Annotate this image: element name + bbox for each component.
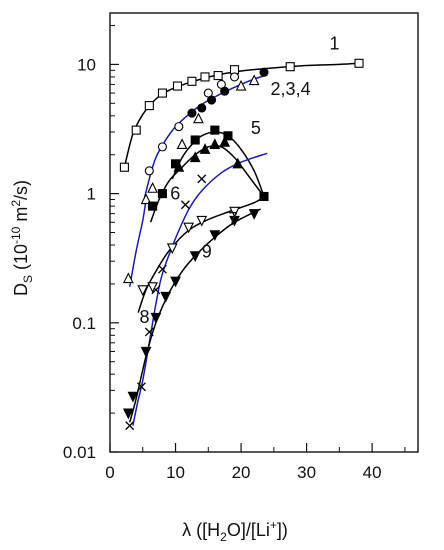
point-triangle-open bbox=[122, 272, 134, 284]
point-square-open bbox=[172, 81, 183, 91]
point-square-open bbox=[119, 162, 129, 172]
curve-label: 8 bbox=[139, 307, 149, 327]
point-triangle-open bbox=[147, 182, 158, 193]
curves-layer bbox=[123, 62, 360, 426]
curve-label: 7 bbox=[228, 209, 238, 229]
y-tick-label: 0.1 bbox=[72, 314, 96, 333]
point-circle-filled bbox=[187, 108, 197, 118]
point-triangle-down-filled bbox=[189, 251, 201, 263]
point-triangle-down-open bbox=[147, 282, 158, 294]
curve-label: 6 bbox=[170, 184, 180, 204]
point-circle-filled bbox=[259, 67, 269, 77]
point-square-filled bbox=[259, 191, 269, 202]
point-square-filled bbox=[157, 189, 167, 199]
y-tick-labels: 0.01 0.1 1 10 bbox=[63, 55, 96, 462]
axis-ticks bbox=[109, 25, 406, 453]
point-triangle-down-filled bbox=[209, 230, 221, 242]
x-axis-title: λ ([H2O]/[Li+]) bbox=[182, 518, 288, 544]
point-triangle-down-open bbox=[229, 206, 240, 218]
point-square-filled bbox=[190, 135, 200, 145]
y-tick-label: 10 bbox=[77, 55, 96, 74]
point-square-filled bbox=[223, 131, 233, 141]
point-triangle-down-filled bbox=[127, 391, 139, 403]
curve-label: 9 bbox=[202, 242, 212, 262]
point-circle-filled bbox=[197, 103, 207, 113]
point-triangle-open bbox=[193, 112, 204, 124]
y-tick-label: 1 bbox=[87, 185, 96, 204]
point-square-filled bbox=[148, 201, 158, 211]
point-triangle-filled bbox=[232, 157, 244, 169]
curve-labels: 1 2,3,4 5 6 79 8 bbox=[139, 34, 339, 327]
point-circle-open bbox=[174, 122, 184, 132]
point-triangle-filled bbox=[209, 138, 221, 150]
x-tick-label: 10 bbox=[166, 463, 185, 482]
point-cross bbox=[136, 382, 146, 392]
x-tick-label: 20 bbox=[232, 463, 251, 482]
point-cross bbox=[125, 421, 135, 431]
point-triangle-open bbox=[176, 138, 188, 150]
point-circle-open bbox=[229, 72, 240, 82]
point-triangle-down-open bbox=[183, 222, 195, 234]
plot-frame bbox=[109, 12, 419, 453]
point-triangle-filled bbox=[219, 135, 231, 147]
curve-label: 1 bbox=[330, 34, 340, 54]
point-square-open bbox=[131, 125, 141, 135]
point-cross bbox=[197, 174, 207, 184]
point-square-open bbox=[144, 101, 154, 111]
x-tick-label: 40 bbox=[363, 463, 382, 482]
curve-label: 2,3,4 bbox=[271, 79, 311, 99]
point-square-filled bbox=[210, 125, 220, 135]
point-square-open bbox=[200, 72, 210, 82]
point-cross bbox=[144, 327, 154, 337]
point-circle-filled bbox=[207, 95, 217, 105]
point-cross bbox=[157, 264, 167, 274]
point-circle-open bbox=[144, 166, 154, 176]
point-triangle-down-open bbox=[137, 285, 149, 297]
point-triangle-filled bbox=[199, 143, 211, 154]
x-tick-labels: 0 10 20 30 40 bbox=[105, 463, 381, 482]
x-tick-label: 0 bbox=[105, 463, 114, 482]
point-triangle-down-filled bbox=[170, 276, 181, 288]
point-triangle-down-filled bbox=[248, 209, 260, 220]
point-triangle-down-open bbox=[196, 215, 208, 227]
y-axis-title: DS (10-10 m2/s) bbox=[9, 180, 35, 296]
point-circle-filled bbox=[220, 86, 230, 96]
point-triangle-down-open bbox=[166, 243, 178, 255]
point-triangle-down-filled bbox=[229, 215, 240, 227]
point-square-open bbox=[354, 58, 364, 68]
curve-label: 5 bbox=[251, 118, 261, 138]
y-tick-label: 0.01 bbox=[63, 443, 96, 462]
curve-2-3-4-lower bbox=[128, 199, 147, 287]
markers-layer bbox=[119, 58, 364, 431]
point-triangle-open bbox=[248, 74, 260, 86]
point-triangle-down-filled bbox=[150, 312, 162, 324]
point-circle-open bbox=[157, 142, 167, 152]
point-square-open bbox=[157, 88, 167, 98]
point-square-open bbox=[285, 62, 295, 72]
point-triangle-filled bbox=[189, 151, 201, 163]
point-triangle-down-filled bbox=[160, 291, 172, 303]
point-triangle-filled bbox=[173, 161, 185, 172]
point-triangle-down-filled bbox=[140, 346, 152, 358]
point-cross bbox=[180, 200, 190, 210]
point-triangle-open bbox=[235, 79, 247, 91]
point-triangle-open bbox=[140, 193, 152, 205]
point-triangle-down-filled bbox=[122, 408, 134, 420]
curve-7 bbox=[132, 152, 268, 426]
point-square-open bbox=[187, 76, 197, 86]
x-tick-label: 30 bbox=[297, 463, 316, 482]
point-square-open bbox=[213, 70, 223, 81]
